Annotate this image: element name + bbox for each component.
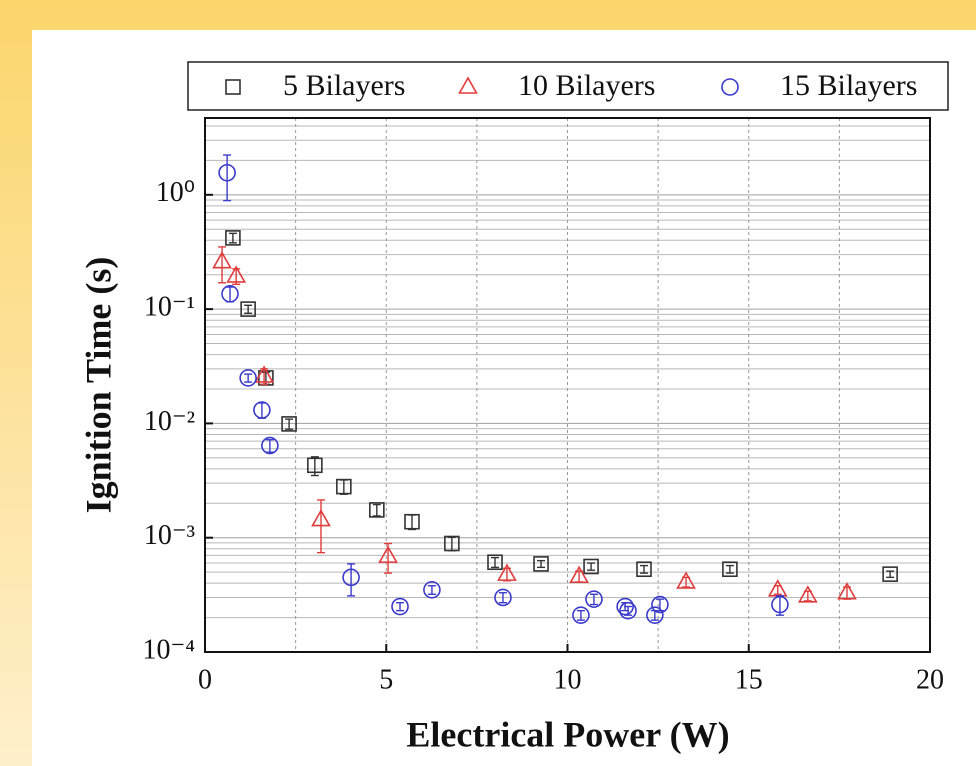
- y-tick-label: 10⁰: [156, 177, 195, 208]
- legend-marker: [225, 79, 241, 95]
- legend-label: 5 Bilayers: [283, 69, 405, 102]
- point: [239, 369, 257, 387]
- point: [391, 597, 409, 616]
- point: [676, 571, 696, 589]
- point: [254, 365, 274, 383]
- x-tick-label: 15: [735, 664, 763, 695]
- point: [281, 416, 297, 432]
- point: [619, 601, 637, 620]
- legend-label: 10 Bilayers: [518, 69, 655, 102]
- point: [797, 585, 818, 603]
- point: [311, 508, 331, 527]
- point: [771, 595, 789, 614]
- point: [404, 513, 420, 530]
- panel: [32, 30, 976, 766]
- point: [569, 565, 589, 584]
- point: [307, 457, 323, 474]
- point: [342, 568, 360, 587]
- point: [423, 581, 441, 599]
- point: [378, 545, 398, 563]
- y-axis-title: Ignition Time (s): [78, 257, 118, 514]
- point: [261, 436, 279, 455]
- x-tick-label: 5: [379, 664, 393, 695]
- y-tick-label: 10⁻¹: [144, 292, 195, 323]
- point: [533, 556, 549, 572]
- x-tick-label: 10: [554, 664, 582, 695]
- point: [487, 554, 503, 571]
- point: [221, 285, 239, 303]
- point: [636, 561, 652, 578]
- legend-label: 15 Bilayers: [780, 69, 917, 102]
- point: [585, 590, 603, 608]
- point: [240, 301, 256, 317]
- point: [882, 566, 898, 582]
- point: [494, 588, 512, 607]
- point: [646, 606, 664, 624]
- y-tick-label: 10⁻³: [144, 520, 195, 551]
- point: [212, 251, 232, 269]
- point: [583, 558, 599, 575]
- point: [837, 582, 857, 600]
- point: [722, 561, 738, 578]
- point: [226, 265, 247, 283]
- y-tick-label: 10⁻²: [144, 406, 195, 437]
- legend-box: [187, 61, 949, 111]
- x-tick-label: 0: [198, 664, 212, 695]
- point: [369, 502, 385, 518]
- point: [572, 606, 590, 624]
- point: [225, 230, 241, 246]
- legend-marker: [721, 78, 739, 96]
- point: [253, 401, 271, 419]
- x-tick-label: 20: [916, 664, 944, 695]
- point: [651, 595, 669, 614]
- point: [336, 478, 352, 495]
- point: [444, 535, 460, 552]
- point: [497, 563, 517, 581]
- x-axis-title: Electrical Power (W): [406, 714, 729, 754]
- y-tick-label: 10⁻⁴: [142, 634, 195, 665]
- point: [218, 163, 236, 182]
- legend-marker: [458, 76, 478, 94]
